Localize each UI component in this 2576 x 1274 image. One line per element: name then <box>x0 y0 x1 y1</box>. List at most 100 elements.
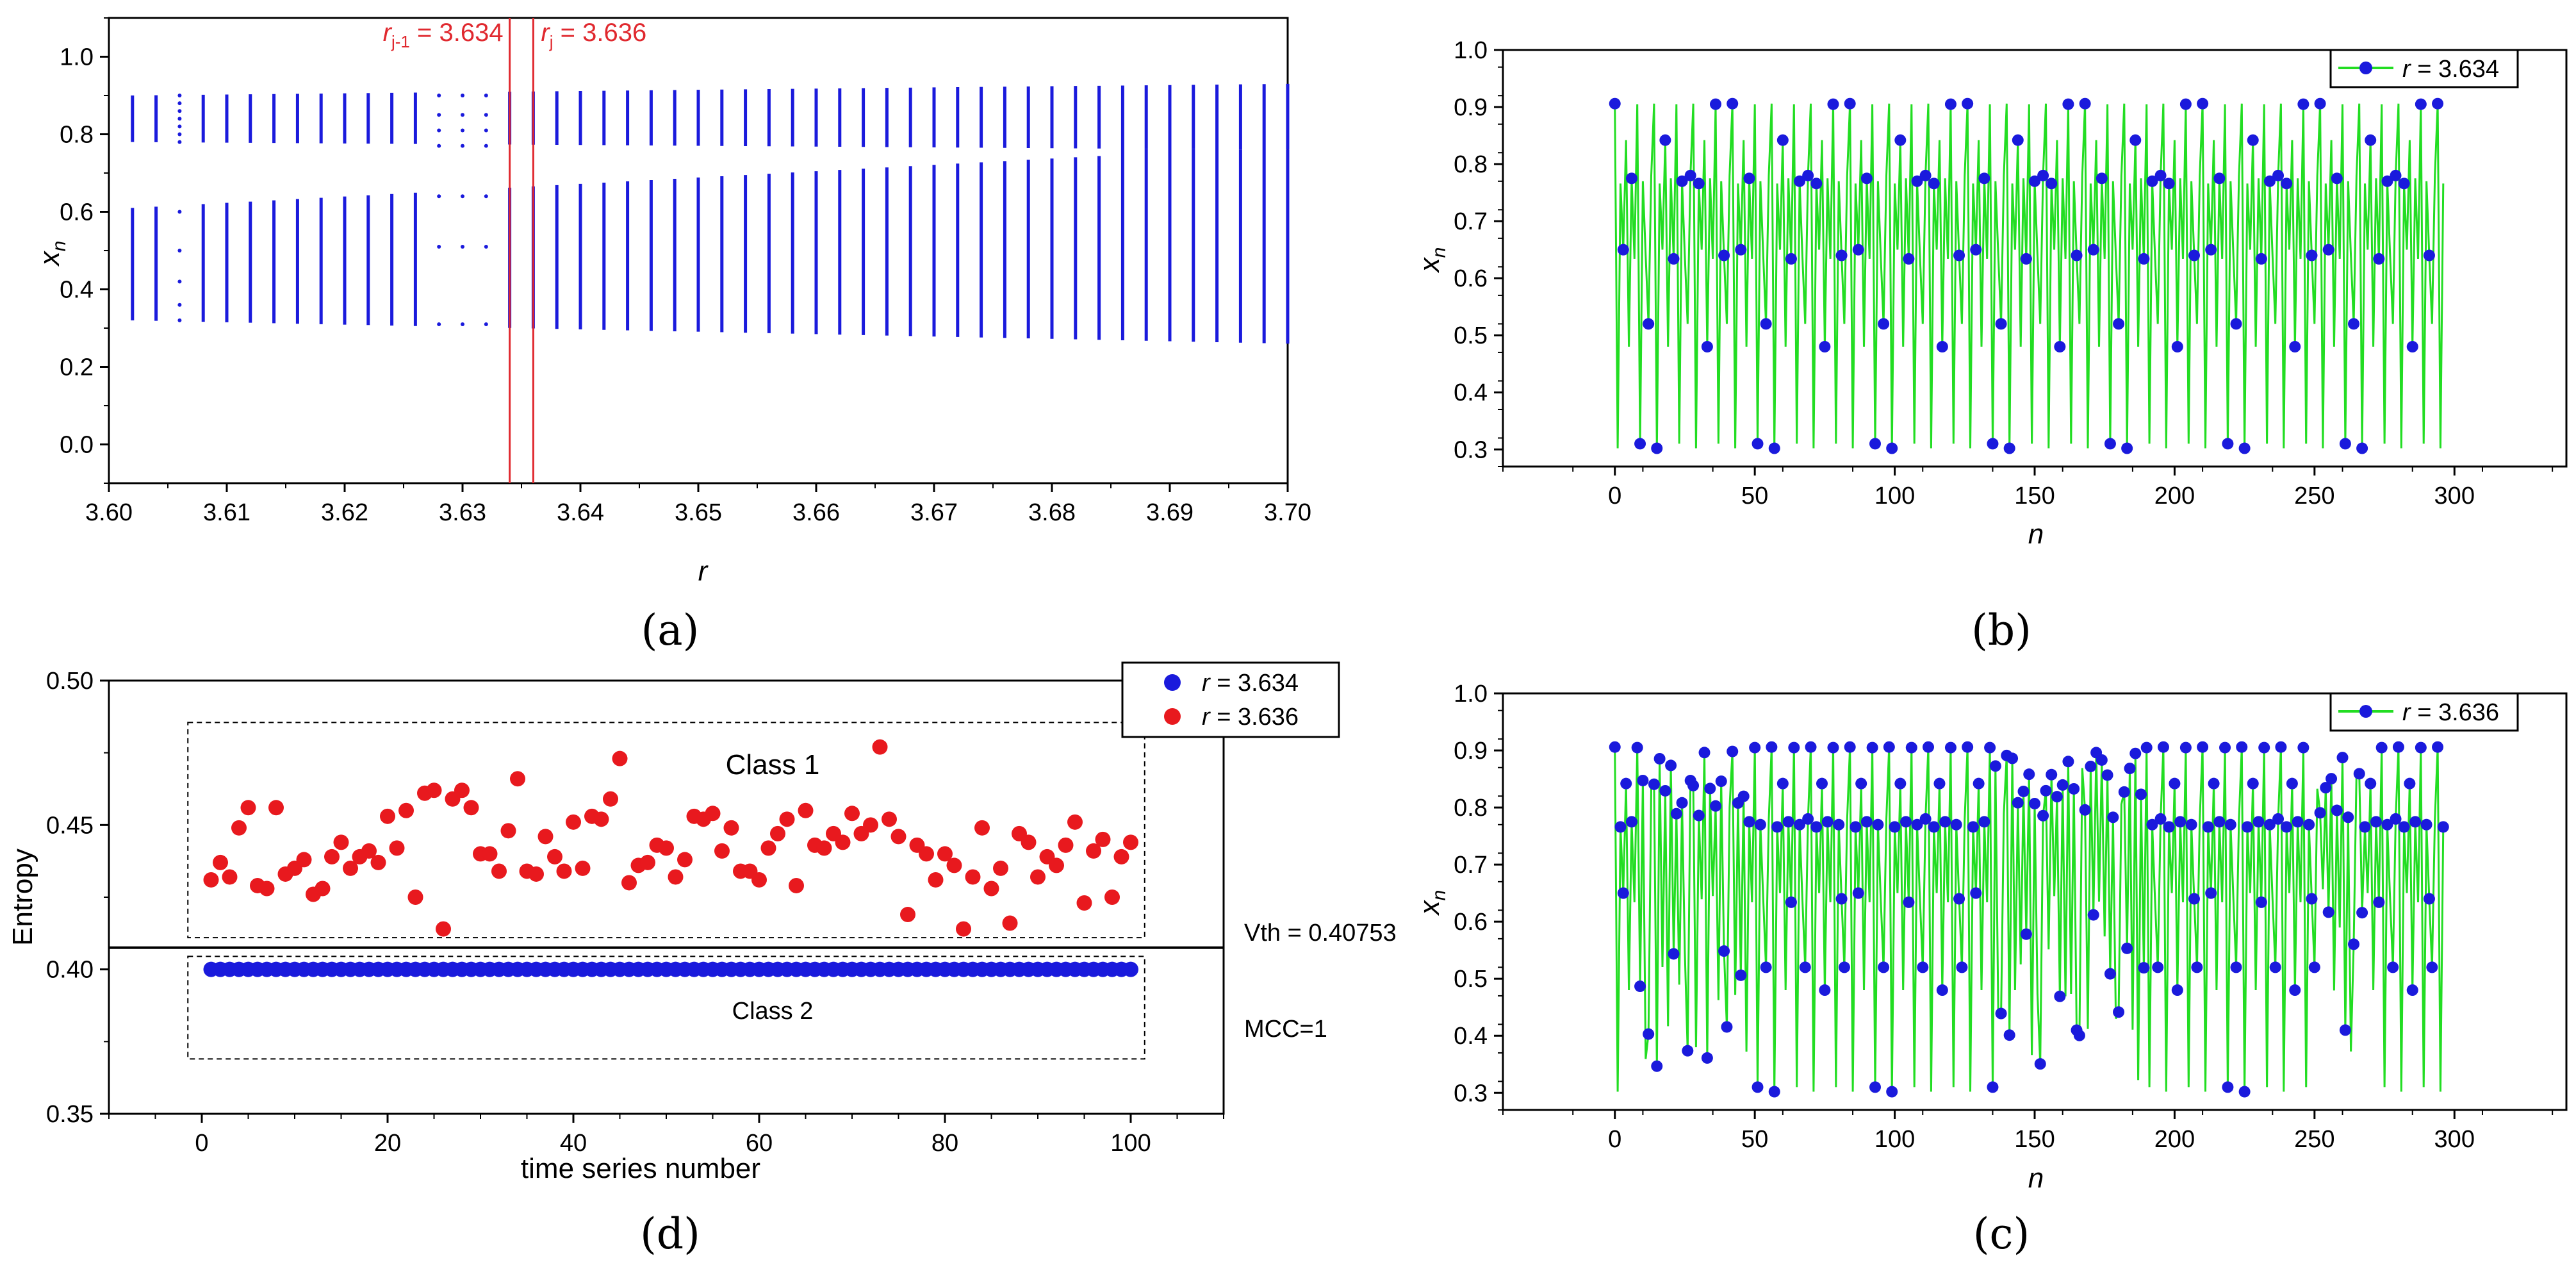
entropy-point-r3636 <box>213 854 228 870</box>
panel-a-xtick-label: 3.63 <box>439 499 486 526</box>
panel-c-ytick-label: 0.3 <box>1454 1080 1488 1107</box>
panel-b-point <box>2197 97 2209 110</box>
panel-b-point <box>1860 172 1873 185</box>
panel-c-point <box>2121 942 2133 954</box>
panel-b-point <box>2062 98 2074 110</box>
panel-c-point <box>1886 1086 1898 1098</box>
panel-c-point <box>1788 741 1800 754</box>
panel-d-ytick-label: 0.35 <box>46 1101 94 1128</box>
panel-c-ytick-label: 0.7 <box>1454 852 1488 879</box>
entropy-point-r3636 <box>798 802 814 818</box>
panel-c-point <box>1962 741 1974 753</box>
panel-c-point <box>1805 741 1817 753</box>
panel-c-point <box>1625 816 1637 828</box>
panel-c-point <box>2054 990 2066 1002</box>
panel-b-series-line <box>1614 103 2445 449</box>
panel-c-point <box>2179 741 2192 754</box>
panel-c-point <box>1939 816 1951 828</box>
entropy-point-r3636 <box>993 860 1008 876</box>
panel-b-point <box>1718 249 1730 261</box>
bifurcation-point <box>177 101 182 106</box>
bifurcation-point <box>177 318 182 322</box>
entropy-point-r3636 <box>640 854 655 870</box>
panel-c-point <box>1760 961 1772 973</box>
panel-c-point <box>2247 777 2259 790</box>
panel-b-point <box>1827 98 1839 110</box>
panel-c-point <box>2023 768 2035 781</box>
panel-c-point <box>2275 741 2287 753</box>
panel-b-point <box>2297 98 2309 110</box>
bifurcation-point <box>484 244 488 249</box>
bifurcation-point <box>437 244 441 249</box>
panel-c-point <box>1735 969 1747 981</box>
panel-b-point <box>1710 98 1721 110</box>
panel-c-ytick-label: 1.0 <box>1454 681 1488 707</box>
panel-b-point <box>1953 249 1965 261</box>
panel-c-point <box>2171 984 2183 997</box>
panel-d-ticks: 0 20 40 60 80 100 0.35 0.40 0.45 0.50 <box>46 668 1224 1157</box>
panel-b-point <box>1651 442 1663 454</box>
panel-b-point <box>1617 244 1629 256</box>
panel-c-point <box>1687 779 1700 791</box>
panel-c-point <box>1676 797 1688 809</box>
panel-b-point <box>1962 97 1974 110</box>
panel-c-point <box>1682 1045 1694 1057</box>
panel-a-xtick-label: 3.70 <box>1264 499 1311 526</box>
bifurcation-point <box>177 249 182 252</box>
panel-a-xlabel: r <box>698 556 709 587</box>
panel-b-point <box>2046 178 2058 190</box>
panel-c-point <box>2308 961 2320 973</box>
panel-b-point <box>2054 341 2066 353</box>
panel-c-point <box>2169 777 2181 790</box>
bifurcation-point <box>437 144 441 148</box>
entropy-point-r3636 <box>426 782 442 798</box>
panel-c-point <box>1698 747 1710 759</box>
panel-b-point <box>1995 318 2007 330</box>
panel-b-ytick-label: 0.6 <box>1454 265 1488 292</box>
bifurcation-point <box>461 144 464 148</box>
panel-b-xtick-label: 200 <box>2154 483 2195 509</box>
svg-text:r = 3.634: r = 3.634 <box>1202 670 1299 697</box>
panel-c-point <box>1919 813 1932 825</box>
panel-b-xlabel: n <box>2028 518 2044 550</box>
panel-c-xtick-label: 0 <box>1608 1126 1621 1153</box>
panel-c-point <box>2390 813 2402 825</box>
panel-c-point <box>1704 782 1716 795</box>
panel-c-point <box>1634 980 1646 993</box>
panel-c-point <box>2339 1024 2351 1036</box>
panel-c-legend: r = 3.636 <box>2329 692 2519 732</box>
entropy-point-r3636 <box>612 750 628 766</box>
panel-b-point <box>2381 175 2393 187</box>
entropy-point-r3636 <box>816 840 832 856</box>
panel-d-plot-frame <box>108 679 1225 1115</box>
bifurcation-point <box>461 128 464 133</box>
panel-c-point <box>2079 804 2091 816</box>
panel-c-point <box>1617 887 1629 899</box>
panel-c-point <box>1878 961 1890 973</box>
panel-c-point <box>1833 818 1845 831</box>
panel-c-point <box>1653 752 1666 765</box>
panel-b-point <box>1776 134 1789 146</box>
entropy-point-r3636 <box>1123 834 1138 850</box>
panel-c-point <box>1978 816 1990 828</box>
bifurcation-point <box>177 94 182 97</box>
entropy-point-r3636 <box>983 881 999 897</box>
bifurcation-point <box>484 322 488 326</box>
panel-b-point <box>1684 169 1696 181</box>
panel-b-point <box>1668 252 1680 265</box>
panel-c-point <box>1782 816 1794 828</box>
panel-b-ytick-label: 0.9 <box>1454 94 1488 121</box>
panel-a-ytick-label: 0.6 <box>60 199 94 226</box>
panel-b-point <box>2154 169 2167 181</box>
bifurcation-point <box>484 144 488 148</box>
panel-b-ytick-label: 0.3 <box>1454 436 1488 463</box>
panel-c-point <box>1970 887 1982 899</box>
panel-c-point <box>1860 816 1873 828</box>
panel-b-point <box>2356 442 2368 454</box>
panel-c-point <box>1743 816 1755 828</box>
panel-b-point <box>1894 134 1907 146</box>
threshold-label: rj = 3.636 <box>541 19 646 51</box>
panel-b-legend: r = 3.634 <box>2329 49 2519 88</box>
panel-b-point <box>2406 341 2418 353</box>
panel-b-point <box>2398 178 2410 190</box>
